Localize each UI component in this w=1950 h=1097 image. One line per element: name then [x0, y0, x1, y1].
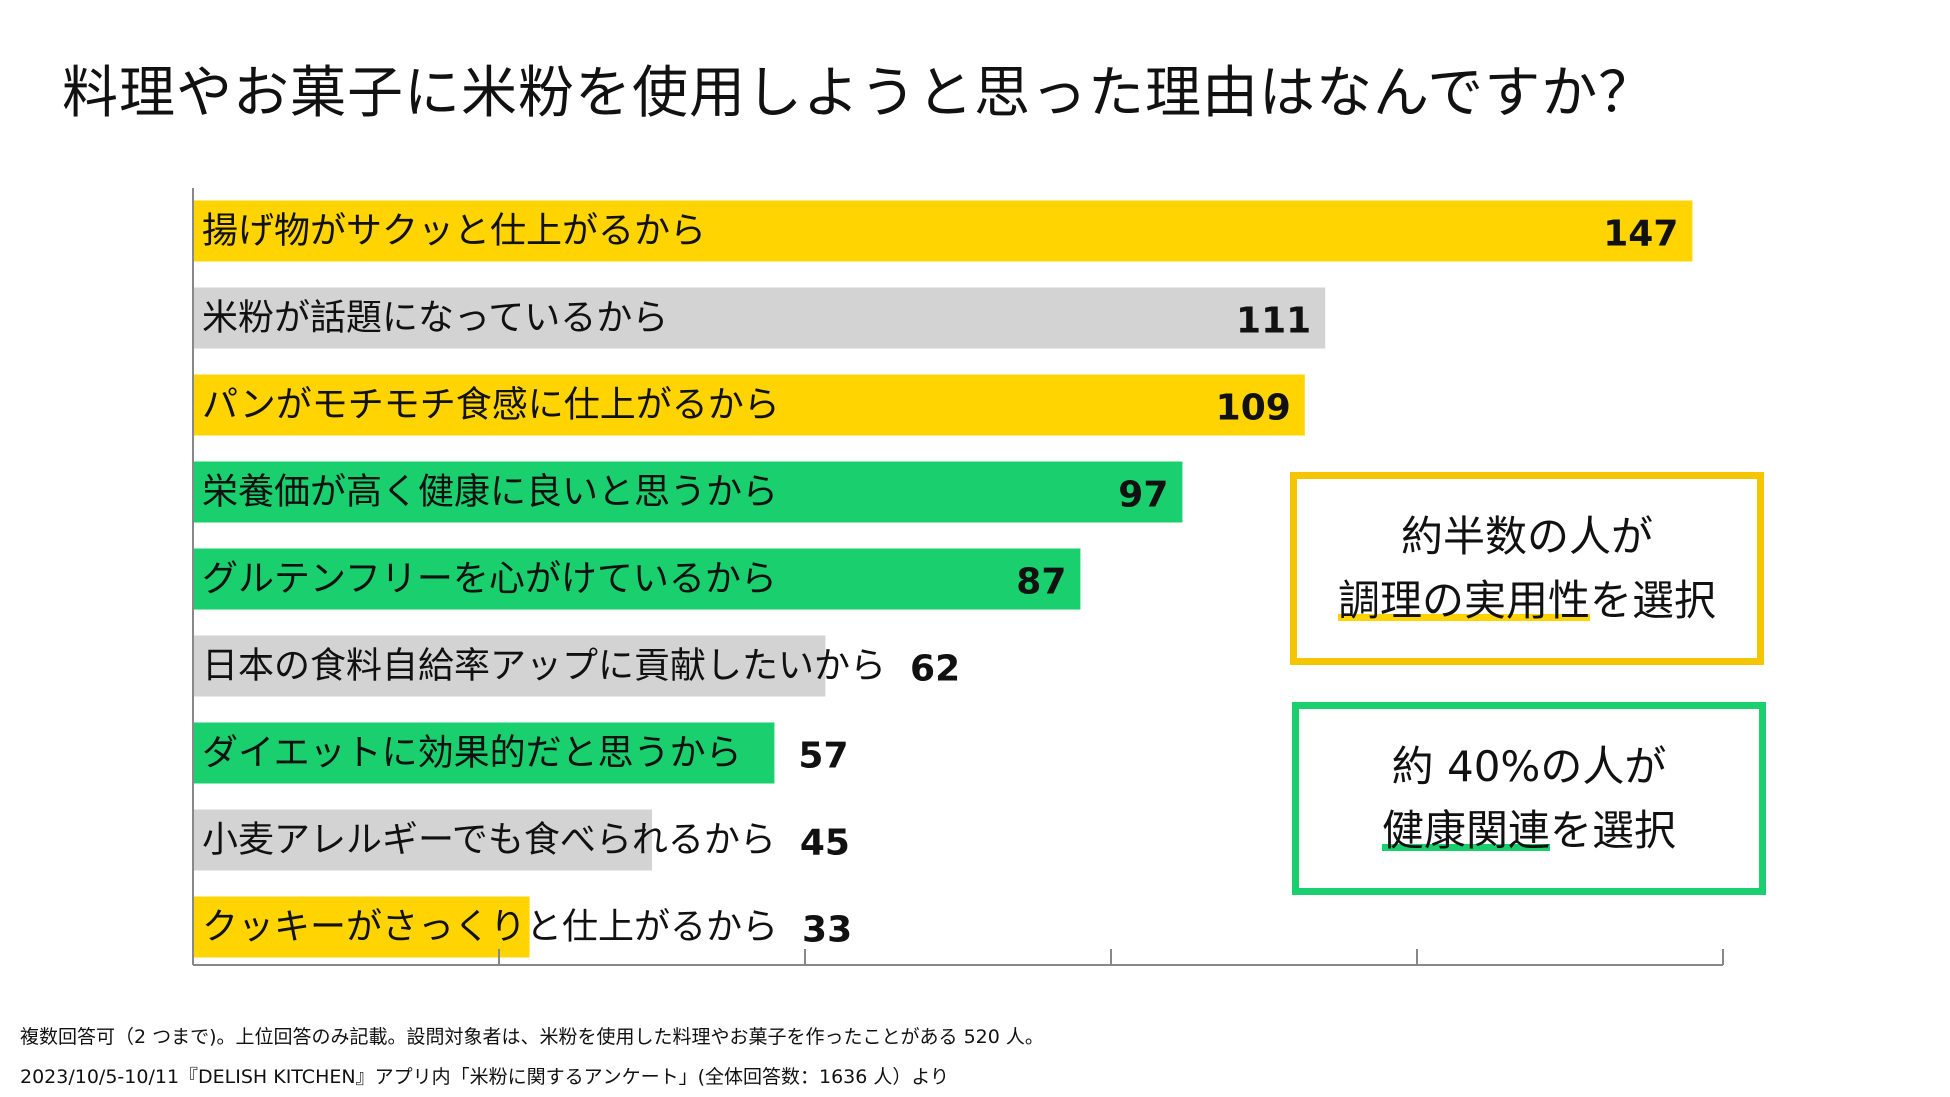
bar: [193, 374, 1305, 436]
bar-category-label: パンがモチモチ食感に仕上がるから: [202, 385, 780, 426]
bar-value-label: 111: [1236, 301, 1311, 342]
footnote-survey-source: 2023/10/5-10/11『DELISH KITCHEN』アプリ内「米粉に関…: [20, 1066, 949, 1088]
bar-value-label: 97: [1118, 475, 1168, 516]
bar: [193, 461, 1183, 523]
callout-line: 約 40%の人が: [1391, 741, 1667, 791]
callout-highlight: 健康関連: [1381, 805, 1550, 855]
bar: [193, 809, 652, 871]
bar-value-label: 45: [800, 823, 850, 864]
footnote-survey-scope: 複数回答可（2 つまで)。上位回答のみ記載。設問対象者は、米粉を使用した料理やお…: [20, 1026, 1044, 1048]
bar: [193, 635, 826, 697]
bar: [193, 896, 530, 958]
bar: [193, 200, 1693, 262]
bar-category-label: 揚げ物がサクッと仕上がるから: [202, 211, 706, 252]
bar: [193, 722, 775, 784]
bar: [193, 287, 1326, 349]
chart-title: 料理やお菓子に米粉を使用しようと思った理由はなんですか？: [62, 61, 1656, 126]
callout-health: 約 40%の人が 健康関連を選択: [1292, 702, 1766, 895]
bar-value-label: 33: [802, 910, 852, 951]
callout-line: 調理の実用性を選択: [1337, 569, 1717, 633]
callout-line: 約半数の人が: [1400, 511, 1653, 561]
callout-line: 健康関連を選択: [1381, 799, 1677, 863]
callout-text: を選択: [1550, 805, 1677, 855]
callout-text: を選択: [1590, 575, 1717, 625]
bar-category-label: クッキーがさっくりと仕上がるから: [202, 907, 778, 948]
bar-category-label: 日本の食料自給率アップに貢献したいから: [202, 646, 886, 687]
bar-chart: 揚げ物がサクッと仕上がるから 147 米粉が話題になっているから 111 パンがモチモチ…: [192, 188, 1724, 966]
callout-highlight: 調理の実用性: [1337, 575, 1590, 625]
bar-value-label: 87: [1016, 562, 1066, 603]
bar-category-label: 米粉が話題になっているから: [202, 298, 668, 339]
bar-value-label: 62: [910, 649, 960, 690]
bar-value-label: 109: [1216, 388, 1291, 429]
bar-value-label: 57: [798, 736, 848, 777]
callout-practical: 約半数の人が 調理の実用性を選択: [1290, 472, 1764, 665]
bar: [193, 548, 1081, 610]
bar-category-label: グルテンフリーを心がけているから: [202, 559, 777, 600]
bar-value-label: 147: [1603, 214, 1678, 255]
bar-category-label: ダイエットに効果的だと思うから: [202, 733, 742, 774]
bar-category-label: 栄養価が高く健康に良いと思うから: [202, 472, 778, 513]
bar-category-label: 小麦アレルギーでも食べられるから: [202, 820, 776, 861]
